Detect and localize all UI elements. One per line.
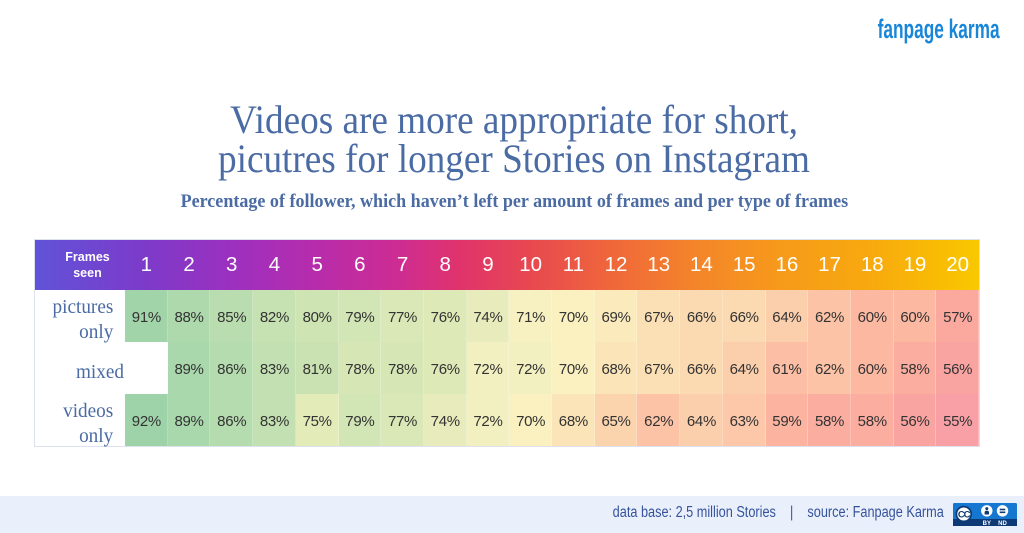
svg-text:ND: ND xyxy=(998,521,1007,526)
svg-text:CC: CC xyxy=(958,509,971,520)
svg-text:BY: BY xyxy=(983,521,991,526)
